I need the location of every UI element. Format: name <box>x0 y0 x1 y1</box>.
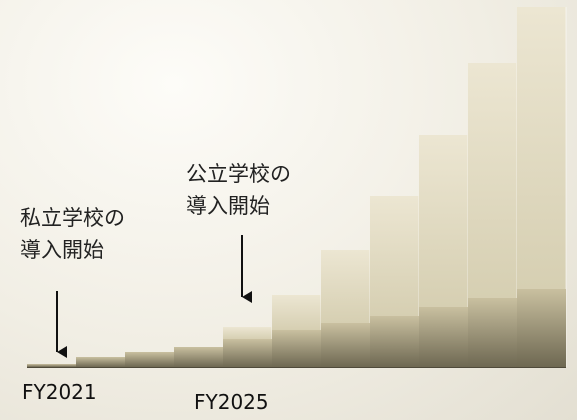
bar-lower-fy2030 <box>468 298 517 367</box>
bar-lower-fy2031 <box>517 289 566 367</box>
bar-lower-fy2022 <box>76 357 125 367</box>
bar-lower-fy2029 <box>419 307 468 367</box>
bar-upper-fy2031 <box>517 7 566 289</box>
bar-lower-fy2026 <box>272 330 321 367</box>
bars-group <box>27 7 567 368</box>
bar-lower-fy2027 <box>321 323 370 367</box>
arrows-group <box>56 235 252 358</box>
bar-upper-fy2028 <box>370 196 419 316</box>
private-school-annotation: 私立学校の 導入開始 <box>20 206 125 262</box>
bar-lower-fy2025 <box>223 339 272 367</box>
bar-upper-fy2026 <box>272 295 321 330</box>
x-tick-label-fy2025: FY2025 <box>194 390 269 414</box>
bar-lower-fy2021 <box>27 364 76 367</box>
bar-lower-fy2023 <box>125 352 174 367</box>
bar-upper-fy2027 <box>321 250 370 323</box>
bar-lower-fy2028 <box>370 316 419 367</box>
public-school-annotation: 公立学校の 導入開始 <box>186 162 291 218</box>
bar-upper-fy2029 <box>419 135 468 307</box>
bar-lower-fy2024 <box>174 347 223 367</box>
bar-upper-fy2025 <box>223 327 272 339</box>
bar-upper-fy2030 <box>468 63 517 298</box>
x-tick-label-fy2021: FY2021 <box>22 380 97 404</box>
